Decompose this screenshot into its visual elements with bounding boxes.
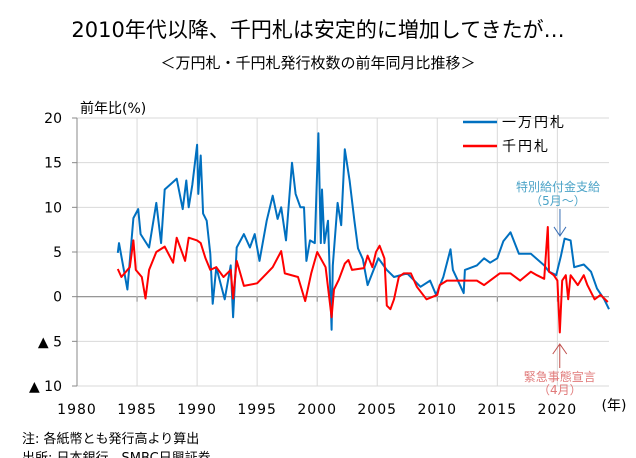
x-tick-label: 1995: [237, 402, 277, 418]
source-note: 出所: 日本銀行、SMBC日興証券: [22, 447, 211, 458]
y-axis-label: 前年比(%): [80, 101, 147, 117]
x-tick-label: 2000: [297, 402, 337, 418]
y-tick-label: ▲ 10: [29, 379, 62, 395]
y-tick-label: 20: [44, 111, 62, 127]
x-tick-label: 2015: [477, 402, 517, 418]
legend-label: 一万円札: [502, 115, 566, 131]
y-tick-label: 10: [44, 200, 62, 216]
x-tick-label: 2010: [417, 402, 457, 418]
chart-title: 2010年代以降、千円札は安定的に増加してきたが…: [71, 18, 565, 42]
annotation-label: （4月）: [538, 383, 582, 397]
annotation-label: （5月～）: [530, 194, 586, 208]
legend-label: 千円札: [502, 139, 550, 155]
x-tick-label: 1990: [177, 402, 217, 418]
x-axis-label: (年): [602, 398, 627, 414]
arrow-icon: [552, 343, 568, 368]
x-tick-label: 2005: [357, 402, 397, 418]
annotation-label: 緊急事態宣言: [524, 369, 596, 384]
chart-subtitle: ＜万円札・千円札発行枚数の前年同月比推移＞: [160, 54, 476, 72]
x-tick-label: 1985: [117, 402, 157, 418]
y-tick-label: ▲ 5: [38, 334, 62, 350]
note: 注: 各紙幣とも発行高より算出: [22, 432, 200, 447]
series-line-1000yen: [116, 226, 609, 334]
annotation-label: 特別給付金支給: [516, 179, 600, 194]
arrow-icon: [553, 209, 567, 237]
y-tick-label: 5: [53, 245, 62, 261]
y-tick-label: 0: [53, 290, 62, 306]
x-tick-label: 2020: [538, 402, 578, 418]
series-line-10000yen: [116, 132, 610, 331]
y-tick-label: 15: [44, 156, 62, 172]
x-tick-label: 1980: [57, 402, 97, 418]
